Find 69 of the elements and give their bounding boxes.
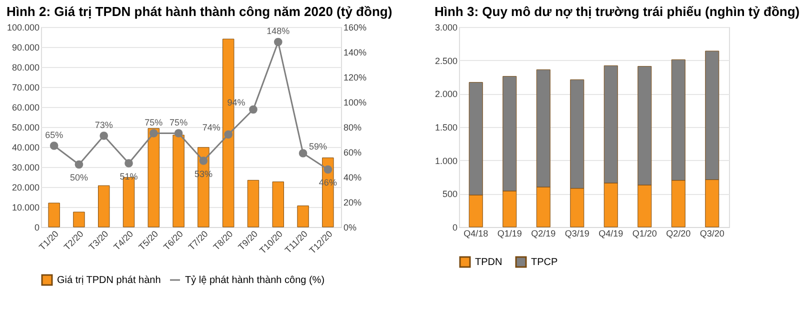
y-tick-label: 2.000: [434, 89, 458, 100]
data-label: 50%: [70, 172, 88, 182]
y-tick-label: 90.000: [12, 42, 40, 52]
x-tick-label: Q2/19: [531, 228, 556, 238]
y-tick-label: 1.000: [434, 156, 458, 166]
y-tick-label: 500: [442, 189, 458, 200]
x-tick-label: Q4/19: [598, 228, 624, 238]
legend-label: TPCP: [531, 257, 558, 268]
point: [199, 156, 208, 165]
y2-tick-label: 40%: [344, 172, 362, 182]
y2-tick-label: 20%: [344, 198, 362, 208]
y2-tick-label: 160%: [344, 22, 367, 32]
bar: [172, 134, 184, 228]
bar: [48, 202, 60, 228]
data-label: 74%: [202, 122, 220, 132]
point: [298, 149, 308, 158]
point: [224, 130, 233, 139]
y-tick-label: 70.000: [12, 82, 40, 92]
point: [174, 129, 183, 138]
point: [149, 129, 158, 138]
point: [124, 159, 133, 168]
bar: [247, 180, 260, 228]
y-tick-label: 0: [452, 222, 458, 232]
bar: [148, 128, 160, 228]
y-tick-label: 0: [34, 222, 40, 232]
legend-label: TPDN: [475, 257, 502, 268]
point: [324, 165, 332, 174]
chart-title: Hình 3: Quy mô dư nợ thị trường trái phiếu (nghìn tỷ đồng): [434, 4, 800, 19]
y-tick-label: 1.500: [434, 122, 458, 132]
point: [249, 105, 258, 114]
data-label: 73%: [94, 120, 113, 130]
y-tick-label: 20.000: [12, 182, 40, 192]
x-tick-label: Q2/20: [666, 228, 691, 238]
y-tick-label: 60.000: [12, 102, 40, 112]
point: [50, 142, 58, 150]
y-tick-label: 2.500: [434, 56, 458, 66]
bar: [297, 206, 309, 228]
y-tick-label: 3.000: [434, 22, 458, 32]
data-label: 59%: [309, 141, 328, 152]
x-tick-label: Q3/19: [564, 228, 590, 238]
data-label: 148%: [266, 26, 290, 36]
y-tick-label: 10.000: [12, 202, 40, 212]
y-tick-label: 40.000: [12, 142, 40, 152]
bar: [73, 212, 85, 228]
y2-tick-label: 140%: [344, 48, 367, 58]
data-label: 75%: [170, 117, 188, 128]
bar: [98, 185, 110, 228]
x-tick-label: Q1/19: [497, 228, 522, 238]
legend-label: Tỷ lệ phát hành thành công (%): [185, 275, 325, 286]
bar: [272, 182, 284, 228]
data-label: 65%: [45, 130, 64, 140]
y-tick-label: 100.000: [6, 22, 40, 32]
x-tick-label: Q4/18: [464, 228, 488, 238]
y2-tick-label: 100%: [344, 98, 367, 108]
x-tick-label: Q3/20: [700, 228, 724, 238]
y2-tick-label: 80%: [344, 122, 362, 132]
y2-tick-label: 120%: [344, 72, 367, 82]
point: [74, 160, 84, 169]
y-tick-label: 50.000: [12, 122, 40, 132]
y2-tick-label: 60%: [344, 148, 362, 158]
point: [100, 132, 108, 140]
legend-label: Giá trị TPDN phát hành: [57, 275, 161, 286]
chart-title: Hình 2: Giá trị TPDN phát hành thành công năm 2020 (tỷ đồng): [6, 4, 392, 19]
y-tick-label: 80.000: [12, 62, 40, 72]
data-label: 75%: [144, 117, 163, 128]
y-tick-label: 30.000: [12, 162, 40, 172]
point: [274, 38, 282, 46]
y2-tick-label: 0%: [344, 222, 357, 232]
x-tick-label: Q1/20: [632, 228, 657, 238]
